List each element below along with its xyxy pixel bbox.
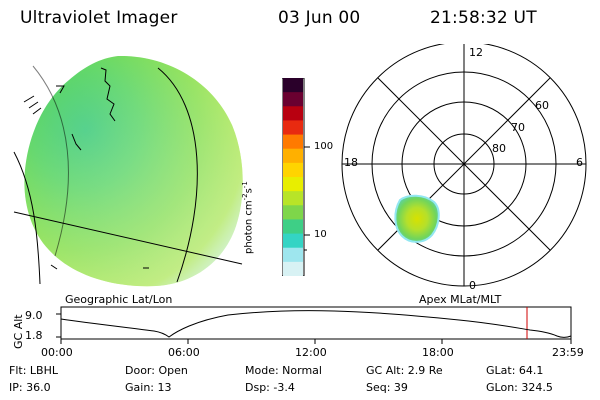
timeline-y-bottom: 1.8 — [25, 329, 43, 342]
earth-edge-glow — [24, 55, 243, 287]
color-scale-segment — [283, 233, 303, 250]
color-scale-segment — [283, 134, 303, 151]
dsp-info: Dsp: -3.4 — [245, 381, 295, 394]
color-scale-segment — [283, 78, 303, 94]
scale-units-power-1: -2 — [241, 193, 249, 201]
gc-alt-info: GC Alt: 2.9 Re — [366, 364, 443, 377]
coastline-upper-left — [56, 85, 65, 94]
color-scale-segment — [283, 162, 303, 179]
mlat-label-60: 60 — [535, 99, 549, 112]
color-scale-bar — [282, 78, 310, 276]
gain-info: Gain: 13 — [125, 381, 172, 394]
glon-info: GLon: 324.5 — [486, 381, 553, 394]
timeline-x-1200: 12:00 — [295, 346, 327, 359]
mode-info: Mode: Normal — [245, 364, 322, 377]
timeline-ylabel: GC Alt — [12, 314, 25, 349]
coastline-top — [100, 67, 116, 122]
mlt-label-18: 18 — [344, 156, 358, 169]
altitude-timeline — [56, 306, 572, 344]
color-scale-segment — [283, 177, 303, 193]
color-scale-segment — [283, 261, 303, 276]
color-scale-segment — [283, 191, 303, 207]
instrument-title: Ultraviolet Imager — [20, 8, 178, 28]
scale-units-power-2: -1 — [241, 181, 249, 189]
mlt-label-6: 6 — [576, 156, 583, 169]
geographic-image — [13, 55, 243, 287]
meridian-mid — [32, 65, 69, 257]
mlat-label-70: 70 — [511, 121, 525, 134]
latitude-line — [13, 211, 243, 265]
coastline-mid — [71, 133, 82, 151]
timeline-x-2359: 23:59 — [552, 346, 584, 359]
color-scale-segment — [283, 92, 303, 108]
mlt-label-0: 0 — [469, 279, 476, 292]
timeline-x-0600: 06:00 — [168, 346, 200, 359]
meridian-left — [13, 151, 41, 285]
mlat-label-80: 80 — [492, 142, 506, 155]
left-panel-label: Geographic Lat/Lon — [65, 293, 173, 306]
meridian-right — [157, 67, 198, 283]
scale-units-second: s — [243, 188, 255, 194]
scale-tick-10: 10 — [314, 229, 327, 240]
ip-info: IP: 36.0 — [9, 381, 51, 394]
seq-info: Seq: 39 — [366, 381, 408, 394]
filter-info: Flt: LBHL — [9, 364, 58, 377]
color-scale-segment — [283, 148, 303, 165]
scale-units: photon cm-2s-1 — [241, 181, 254, 254]
glat-info: GLat: 64.1 — [486, 364, 544, 377]
scale-tick-100: 100 — [314, 141, 334, 152]
door-info: Door: Open — [125, 364, 188, 377]
timeline-x-0000: 00:00 — [41, 346, 73, 359]
timeline-x-1800: 18:00 — [422, 346, 454, 359]
polar-plot — [341, 44, 587, 287]
color-scale-segment — [283, 205, 303, 221]
date-label: 03 Jun 00 — [278, 8, 361, 28]
coastline-bottom-left — [50, 264, 58, 270]
time-label: 21:58:32 UT — [430, 8, 537, 28]
coastline-left — [23, 95, 42, 115]
color-scale-segment — [283, 219, 303, 235]
timeline-y-top: 9.0 — [25, 309, 43, 322]
color-scale-segment — [283, 106, 303, 122]
color-scale-segment — [283, 247, 303, 264]
mlt-label-12: 12 — [469, 46, 483, 59]
scale-units-main: photon cm — [243, 200, 255, 254]
color-scale-segment — [283, 120, 303, 136]
right-panel-label: Apex MLat/MLT — [419, 293, 502, 306]
